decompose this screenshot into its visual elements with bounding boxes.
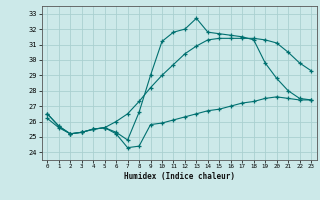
X-axis label: Humidex (Indice chaleur): Humidex (Indice chaleur) — [124, 172, 235, 181]
